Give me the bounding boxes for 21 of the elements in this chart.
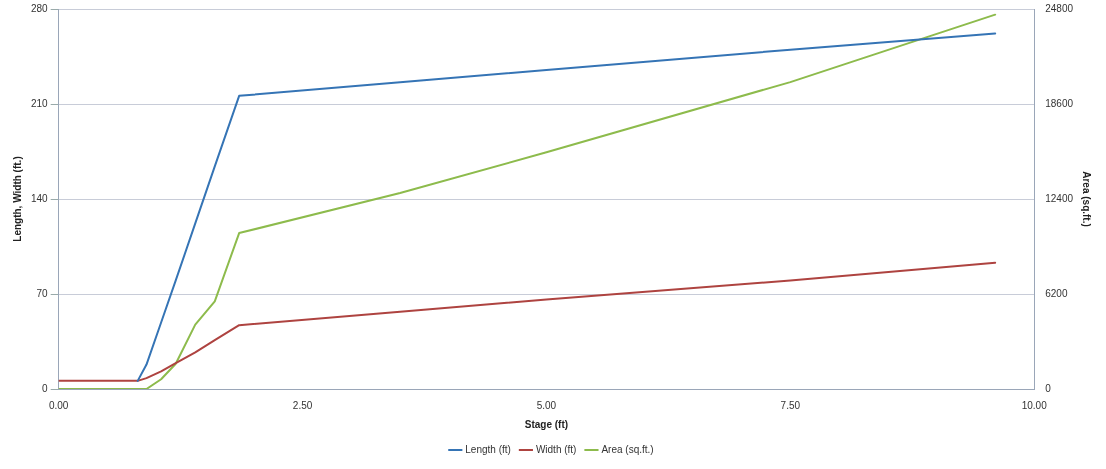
y-tick-label: 140 xyxy=(31,192,49,204)
x-tick-label: 10.00 xyxy=(1021,399,1048,411)
y2-tick-label: 12400 xyxy=(1045,192,1074,204)
x-tick-label: 2.50 xyxy=(292,399,313,411)
x-axis-title: Stage (ft) xyxy=(524,418,569,430)
y-tick-label: 70 xyxy=(36,287,49,299)
y2-tick-label: 0 xyxy=(1045,382,1052,394)
y2-tick-label: 18600 xyxy=(1045,97,1074,109)
y-axis-title: Length, Width (ft.) xyxy=(11,156,23,242)
y2-axis-title: Area (sq.ft.) xyxy=(1081,171,1093,227)
y-tick-label: 0 xyxy=(42,382,49,394)
x-tick-label: 0.00 xyxy=(48,399,69,411)
legend-label: Width (ft) xyxy=(535,443,577,455)
x-tick-label: 5.00 xyxy=(536,399,557,411)
y2-tick-label: 24800 xyxy=(1045,2,1074,14)
legend-label: Length (ft) xyxy=(465,443,511,455)
y-tick-label: 210 xyxy=(31,97,49,109)
legend-label: Area (sq.ft.) xyxy=(601,443,654,455)
x-tick-label: 7.50 xyxy=(780,399,801,411)
y2-tick-label: 6200 xyxy=(1045,287,1068,299)
y-tick-label: 280 xyxy=(31,2,49,14)
